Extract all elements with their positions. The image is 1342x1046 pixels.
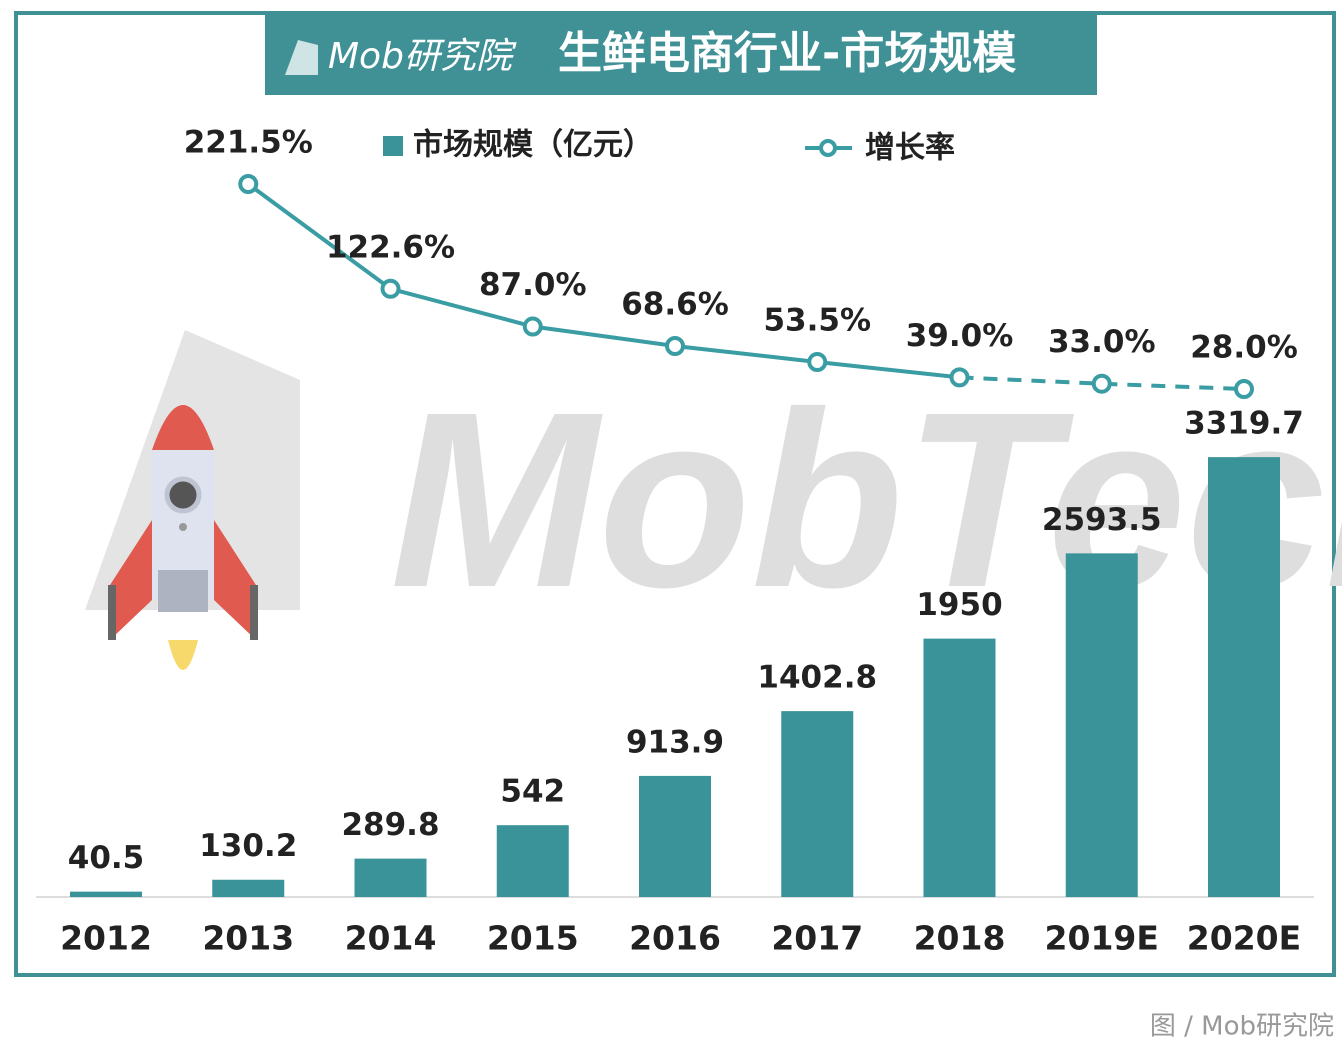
x-tick-label: 2019E	[1045, 919, 1159, 958]
x-tick-label: 2013	[202, 919, 294, 958]
growth-marker	[1234, 379, 1254, 400]
legend-label: 市场规模（亿元）	[413, 128, 653, 163]
brand-logo	[285, 40, 318, 75]
growth-value-label: 87.0%	[479, 267, 587, 303]
growth-value-label: 53.5%	[763, 303, 871, 339]
legend-swatch-marker	[819, 139, 837, 157]
x-tick-label: 2017	[771, 919, 863, 958]
growth-marker	[1091, 373, 1112, 394]
growth-value-label: 221.5%	[184, 124, 313, 160]
legend-swatch-bar	[383, 136, 403, 156]
bar	[923, 638, 996, 897]
growth-marker	[665, 336, 685, 357]
growth-value-label: 122.6%	[326, 229, 455, 265]
bar	[212, 879, 285, 897]
bar-value-label: 1950	[916, 587, 1002, 623]
x-tick-label: 2016	[629, 919, 721, 958]
growth-value-label: 68.6%	[621, 287, 729, 323]
bar	[496, 825, 569, 897]
growth-value-label: 33.0%	[1048, 324, 1156, 360]
bar-value-label: 2593.5	[1042, 502, 1162, 538]
x-tick-label: 2018	[914, 919, 1006, 958]
growth-marker	[807, 352, 828, 373]
growth-marker	[522, 316, 543, 337]
bar-value-label: 40.5	[68, 840, 145, 876]
x-tick-label: 2020E	[1187, 919, 1301, 958]
bar-value-label: 913.9	[626, 724, 724, 760]
bar-value-label: 289.8	[341, 807, 439, 843]
bar-value-label: 3319.7	[1184, 406, 1304, 442]
bar	[781, 711, 854, 897]
growth-value-label: 28.0%	[1190, 330, 1298, 366]
growth-value-label: 39.0%	[906, 318, 1014, 354]
brand: Mob研究院	[328, 36, 517, 77]
growth-marker	[238, 173, 259, 194]
x-tick-label: 2014	[345, 919, 437, 958]
rocket-illustration	[108, 405, 258, 670]
bar	[1208, 457, 1280, 897]
bar	[354, 858, 427, 897]
x-tick-label: 2012	[60, 919, 152, 958]
watermark: MobTech	[390, 360, 1342, 639]
caption: 图 / Mob研究院	[1150, 1012, 1334, 1042]
legend-label: 增长率	[865, 131, 955, 166]
growth-line	[247, 182, 960, 380]
bar-value-label: 130.2	[199, 828, 297, 864]
bar	[639, 775, 711, 897]
bar-value-label: 542	[500, 774, 565, 810]
bar	[70, 891, 142, 897]
growth-marker	[380, 278, 401, 299]
chart-title: 生鲜电商行业-市场规模	[558, 28, 1016, 79]
x-tick-label: 2015	[487, 919, 579, 958]
title-banner	[265, 14, 1097, 95]
bar	[1065, 553, 1138, 897]
growth-marker	[949, 367, 970, 388]
bar-value-label: 1402.8	[757, 660, 877, 696]
